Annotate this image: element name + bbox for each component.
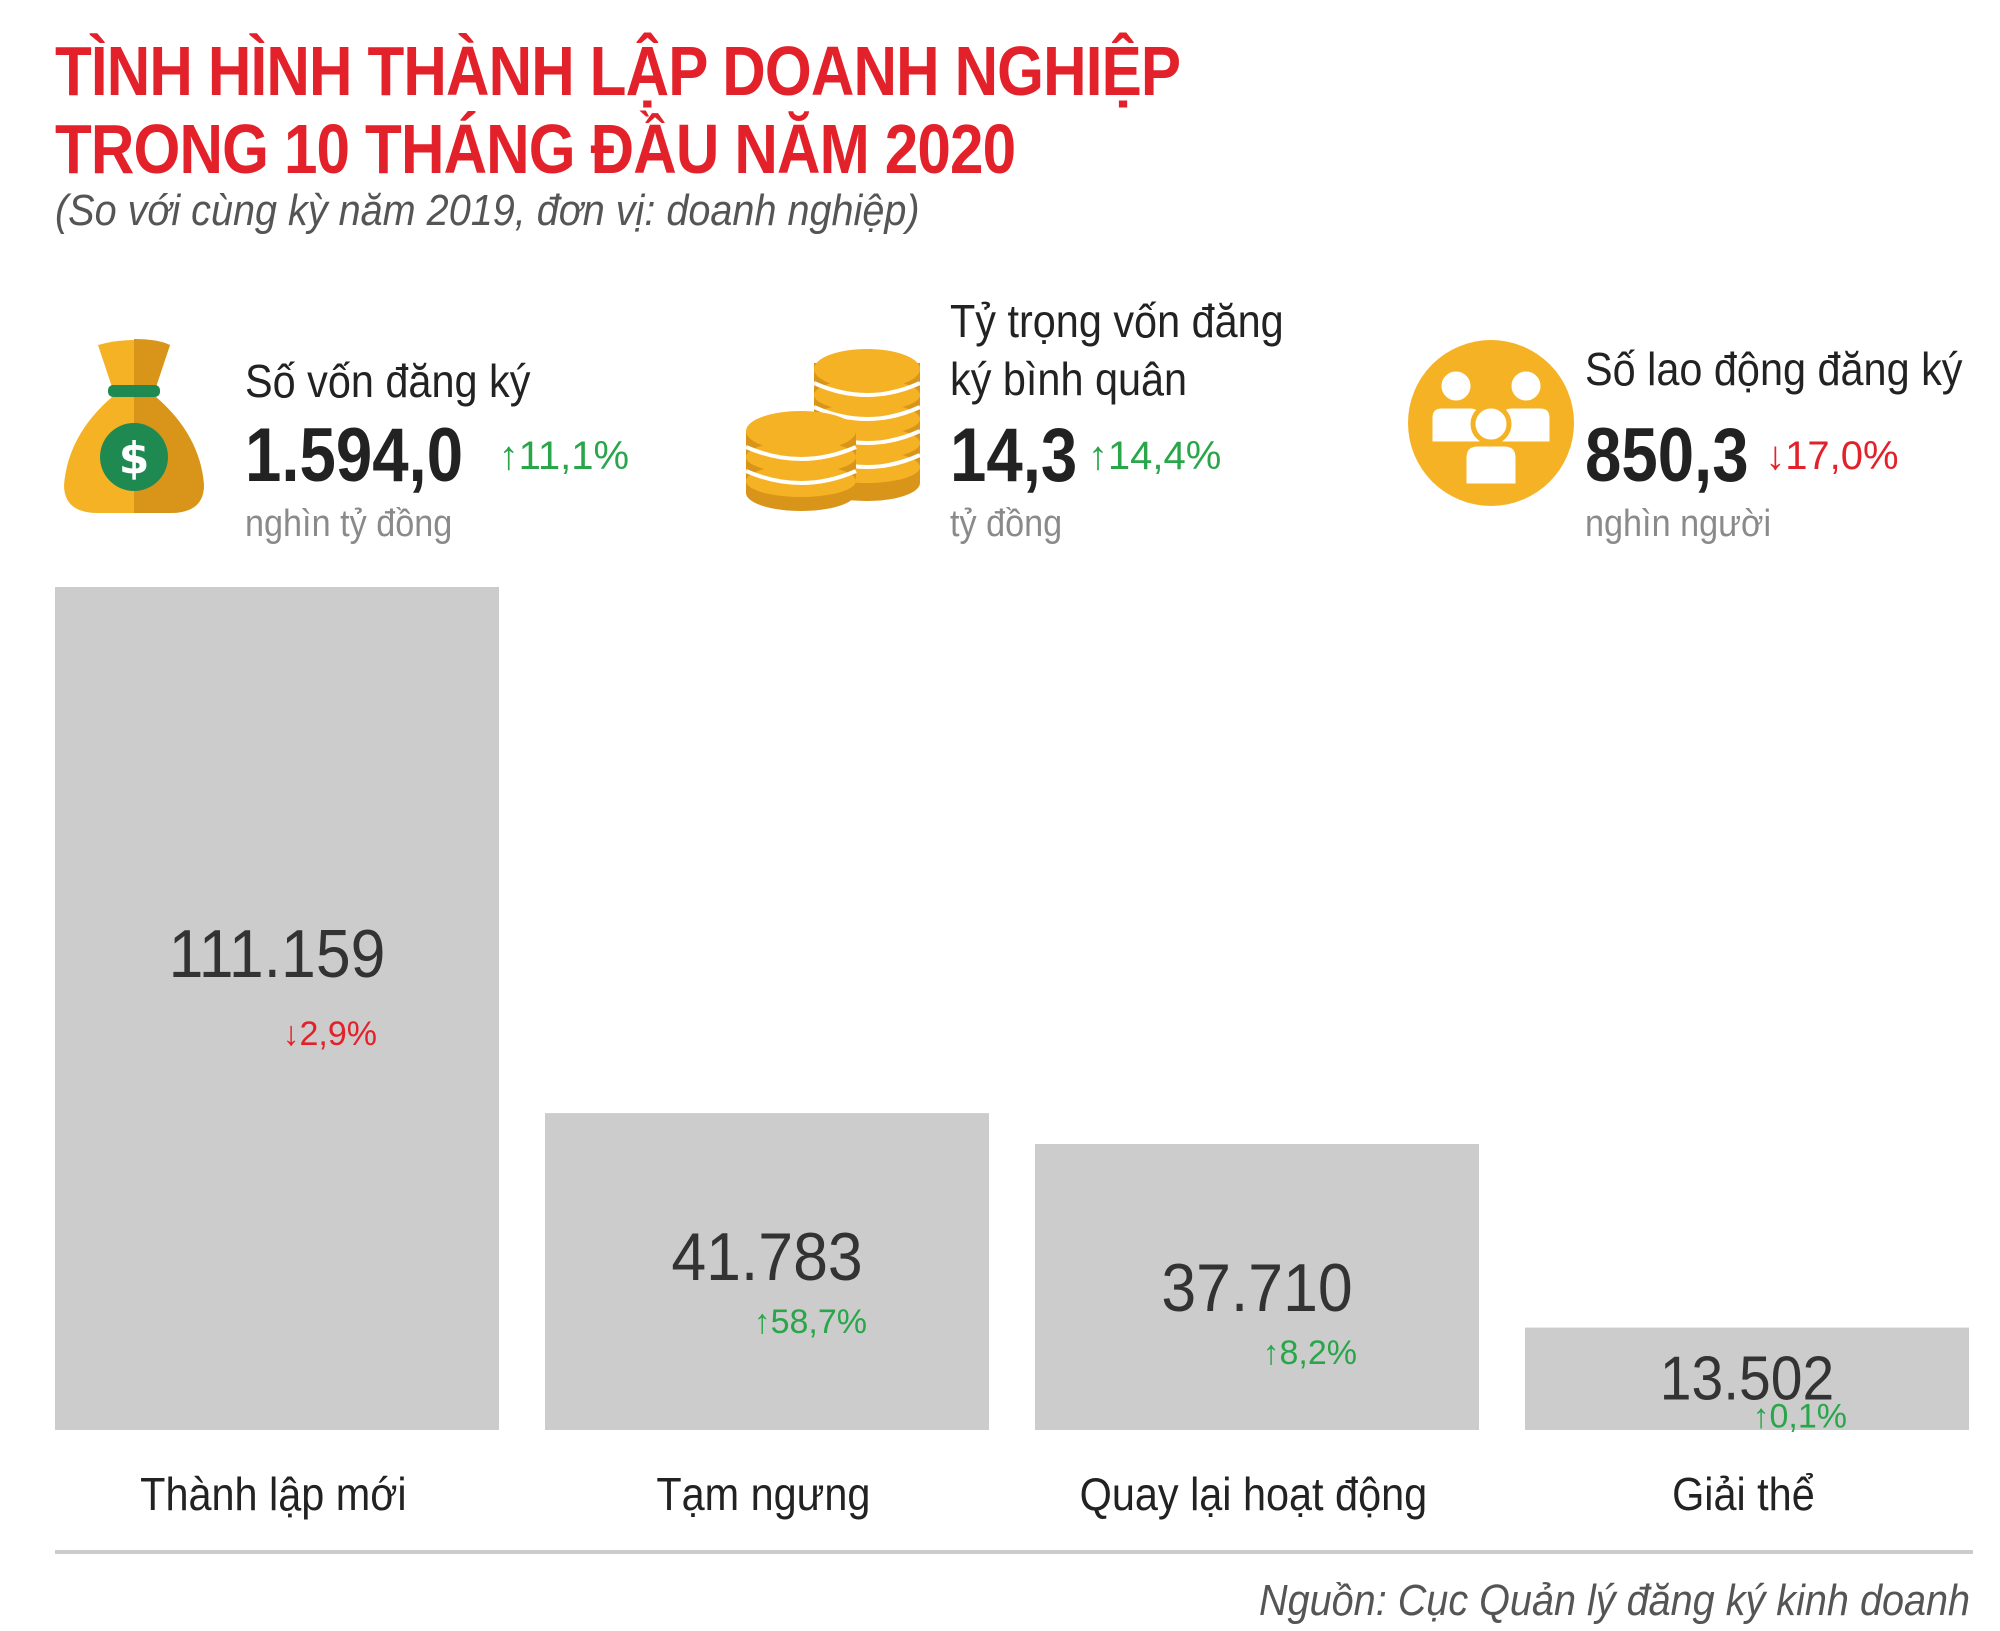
stat-avg-capital-unit: tỷ đồng [950, 503, 1063, 545]
bar-4 [1525, 1327, 1969, 1430]
divider [55, 1550, 1973, 1554]
stat-labor-row: 850,3 ↓ 17,0% [1585, 418, 1899, 494]
stat-labor-change: 17,0% [1785, 434, 1899, 478]
stat-avg-capital-label-1: Tỷ trọng vốn đăng [950, 295, 1284, 347]
stat-labor-label: Số lao động đăng ký [1585, 343, 1963, 395]
stat-capital-value: 1.594,0 [245, 413, 464, 498]
bar-change-label: ↑58,7% [754, 1303, 867, 1341]
stat-avg-capital-value: 14,3 [950, 413, 1078, 498]
stat-capital-change: 11,1% [518, 434, 630, 478]
stat-capital-row: 1.594,0 ↑ 11,1% [245, 418, 629, 494]
category-label: Tạm ngưng [656, 1469, 870, 1521]
stat-labor-value: 850,3 [1585, 413, 1749, 498]
coins-icon [745, 349, 921, 511]
bar-value-label: 111.159 [169, 916, 386, 992]
money-bag-icon: $ [64, 339, 204, 513]
bar-change-label: ↑8,2% [1263, 1334, 1358, 1372]
bar-value-label: 13.502 [1660, 1343, 1834, 1413]
bar-value-label: 41.783 [671, 1219, 862, 1295]
stat-avg-capital-label-2: ký bình quân [950, 353, 1188, 405]
stat-capital-unit: nghìn tỷ đồng [245, 503, 453, 545]
bar-change-label: ↓2,9% [283, 1015, 378, 1053]
bar-3 [1035, 1144, 1479, 1430]
category-label: Thành lập mới [140, 1469, 406, 1521]
stat-capital-arrow: ↑ [498, 434, 519, 478]
stat-labor-arrow: ↓ [1765, 434, 1786, 478]
stat-avg-capital-change: 14,4% [1107, 434, 1222, 478]
source-note: Nguồn: Cục Quản lý đăng ký kinh doanh [1258, 1576, 1970, 1625]
category-label: Quay lại hoạt động [1080, 1469, 1427, 1521]
people-icon [1408, 340, 1574, 506]
bar-1 [55, 587, 499, 1430]
bar-value-label: 37.710 [1161, 1250, 1352, 1326]
stat-avg-capital-row: 14,3 ↑ 14,4% [950, 418, 1221, 494]
stat-labor-unit: nghìn người [1585, 503, 1772, 545]
category-label: Giải thể [1672, 1469, 1815, 1521]
bar-change-label: ↑0,1% [1753, 1398, 1848, 1436]
svg-text:$: $ [119, 433, 150, 484]
bar-2 [545, 1113, 989, 1430]
title-line-1: TÌNH HÌNH THÀNH LẬP DOANH NGHIỆP [55, 32, 1181, 110]
subtitle: (So với cùng kỳ năm 2019, đơn vị: doanh … [55, 186, 920, 235]
stat-capital-label: Số vốn đăng ký [245, 355, 531, 407]
title-line-2: TRONG 10 THÁNG ĐẦU NĂM 2020 [55, 110, 1016, 188]
stat-avg-capital-arrow: ↑ [1087, 434, 1108, 478]
